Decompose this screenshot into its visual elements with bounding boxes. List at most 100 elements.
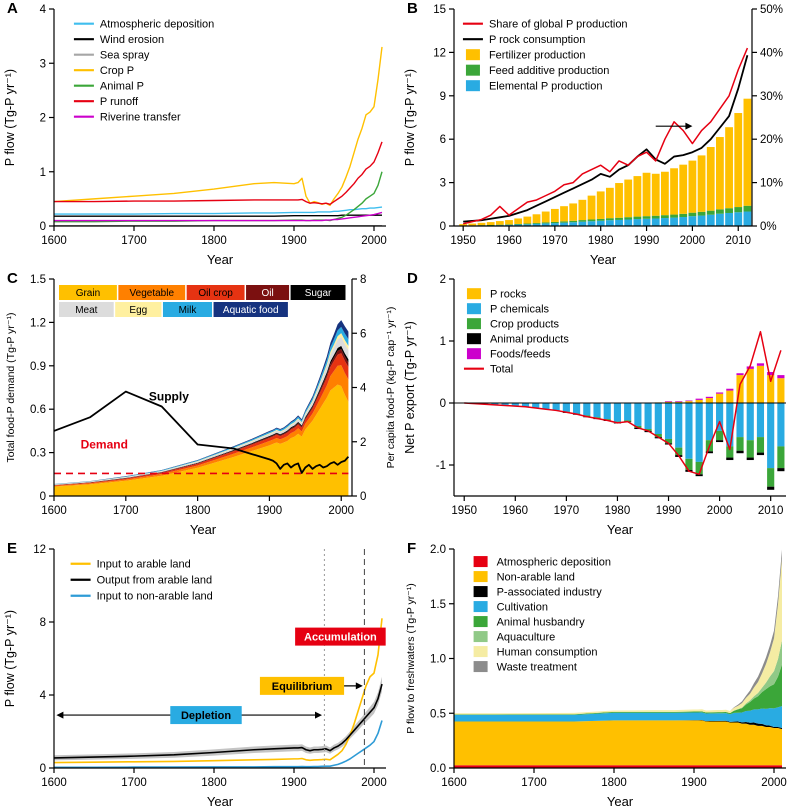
svg-text:2010: 2010 [725, 235, 751, 247]
legend: Atmospheric deposition Non-arable land P-a… [473, 556, 611, 673]
bar-elemental-p-production [725, 212, 733, 226]
svg-text:P flow (Tg-P yr⁻¹): P flow (Tg-P yr⁻¹) [3, 69, 17, 166]
bar-feed-additive-production [514, 223, 523, 225]
bar-p-chemicals [705, 403, 713, 441]
svg-text:12: 12 [33, 544, 46, 556]
bar-p-rocks [695, 399, 703, 403]
line-atmospheric-deposition [54, 206, 383, 215]
legend-label-riverine-transfer: Riverine transfer [100, 111, 181, 123]
svg-text:1970: 1970 [554, 505, 580, 517]
panel-label-e: E [7, 540, 18, 557]
bar-elemental-p-production [541, 223, 550, 226]
legend-label-crop-p: Crop P [100, 65, 134, 77]
bar-foods-feeds [685, 400, 693, 402]
bar-p-rocks [664, 401, 673, 403]
legend-label-human-consumption: Human consumption [497, 646, 598, 658]
legend-block-grain [59, 285, 117, 300]
bar-p-rocks [685, 401, 693, 403]
svg-text:1900: 1900 [257, 505, 283, 517]
bar-p-chemicals [491, 403, 499, 405]
bar-elemental-p-production [642, 218, 651, 226]
legend-swatch-animal-husbandry [473, 616, 488, 628]
legend-label-elemental-p-production: Elemental P production [489, 80, 603, 92]
bar-fertilizer-production [596, 191, 605, 219]
svg-text:1600: 1600 [41, 777, 67, 789]
svg-text:1800: 1800 [201, 777, 227, 789]
bar-animal-products [705, 451, 713, 454]
line-input-to-non-arable-land [54, 720, 383, 768]
svg-text:Net P export (Tg-P yr⁻¹): Net P export (Tg-P yr⁻¹) [403, 321, 417, 454]
legend-block-label-grain: Grain [76, 288, 100, 299]
bar-fertilizer-production [716, 137, 724, 210]
bar-crop-products [695, 461, 703, 475]
bar-p-chemicals [716, 403, 724, 431]
bar-p-chemicals [685, 403, 693, 459]
legend-label-animal-products: Animal products [490, 333, 569, 345]
legend-block-label-oil: Oil [261, 288, 273, 299]
bar-crop-products [736, 437, 744, 451]
bar-elemental-p-production [679, 217, 688, 226]
bar-p-chemicals [511, 403, 519, 407]
line-share-of-global-p-production [462, 47, 749, 225]
bar-elemental-p-production [532, 223, 541, 226]
svg-text:1700: 1700 [121, 777, 147, 789]
svg-text:1990: 1990 [656, 505, 682, 517]
bar-foods-feeds [716, 392, 724, 394]
svg-text:0: 0 [440, 398, 446, 410]
bar-fertilizer-production [532, 214, 541, 223]
panel-d: D P rocks P chemicals Crop products Animal … [400, 270, 800, 540]
svg-text:8: 8 [360, 274, 366, 286]
svg-text:12: 12 [433, 47, 446, 59]
bar-p-chemicals [767, 403, 775, 469]
svg-text:1600: 1600 [441, 777, 467, 789]
svg-text:1950: 1950 [451, 505, 477, 517]
svg-text:0.6: 0.6 [30, 404, 46, 416]
panel-label-a: A [7, 0, 18, 17]
svg-text:0: 0 [440, 221, 446, 233]
bar-fertilizer-production [679, 164, 688, 214]
legend-label-p-associated-industry: P-associated industry [497, 586, 603, 598]
panel-label-c: C [7, 270, 18, 287]
panel-e: E Depletion Equilibrium Accumulation Input … [0, 540, 400, 812]
bar-p-rocks [716, 393, 724, 403]
bar-p-rocks [767, 375, 775, 403]
legend-label-sea-spray: Sea spray [100, 49, 150, 61]
svg-text:1960: 1960 [496, 235, 522, 247]
legend-swatch-atmospheric-deposition [473, 556, 488, 568]
legend-label-total: Total [490, 363, 513, 375]
bar-foods-feeds [767, 372, 775, 376]
svg-text:1600: 1600 [41, 235, 67, 247]
bar-p-chemicals [603, 403, 611, 420]
svg-text:2000: 2000 [680, 235, 706, 247]
bar-elemental-p-production [624, 219, 633, 226]
bar-p-chemicals [562, 403, 570, 412]
axes: 1600 1700 1800 1900 2000 0 0.3 0.6 0.9 1.2 1.5 0 2 4 6… [5, 274, 397, 537]
bar-p-chemicals [726, 403, 734, 447]
area-grain [54, 384, 349, 496]
svg-text:1: 1 [440, 336, 446, 348]
bar-fertilizer-production [486, 222, 495, 225]
annotation-text-demand: Demand [81, 437, 128, 451]
svg-text:20%: 20% [760, 134, 783, 146]
legend-swatch-feed-additive-production [465, 64, 480, 76]
svg-text:1700: 1700 [521, 777, 547, 789]
plot-area [454, 549, 782, 768]
svg-text:0.5: 0.5 [430, 708, 446, 720]
bar-animal-products [777, 468, 785, 472]
panel-e-chart: Depletion Equilibrium Accumulation Input to… [0, 540, 400, 812]
svg-text:4: 4 [40, 4, 47, 16]
bar-elemental-p-production [560, 222, 568, 226]
legend-label-cultivation: Cultivation [497, 601, 548, 613]
bar-crop-products [644, 429, 652, 431]
svg-text:1960: 1960 [502, 505, 528, 517]
bar-animal-products [736, 450, 744, 454]
line-total [464, 330, 782, 476]
legend-label-foods-feeds: Foods/feeds [490, 348, 551, 360]
svg-text:0: 0 [360, 491, 366, 503]
svg-text:Depletion: Depletion [181, 710, 231, 722]
bar-p-chemicals [777, 403, 785, 447]
axes: 1950 1960 1970 1980 1990 2000 2010 -1 0 1 2 Year Net… [403, 274, 786, 537]
svg-text:1.2: 1.2 [30, 317, 46, 329]
legend-label-crop-products: Crop products [490, 318, 560, 330]
bar-animal-products [756, 452, 765, 456]
